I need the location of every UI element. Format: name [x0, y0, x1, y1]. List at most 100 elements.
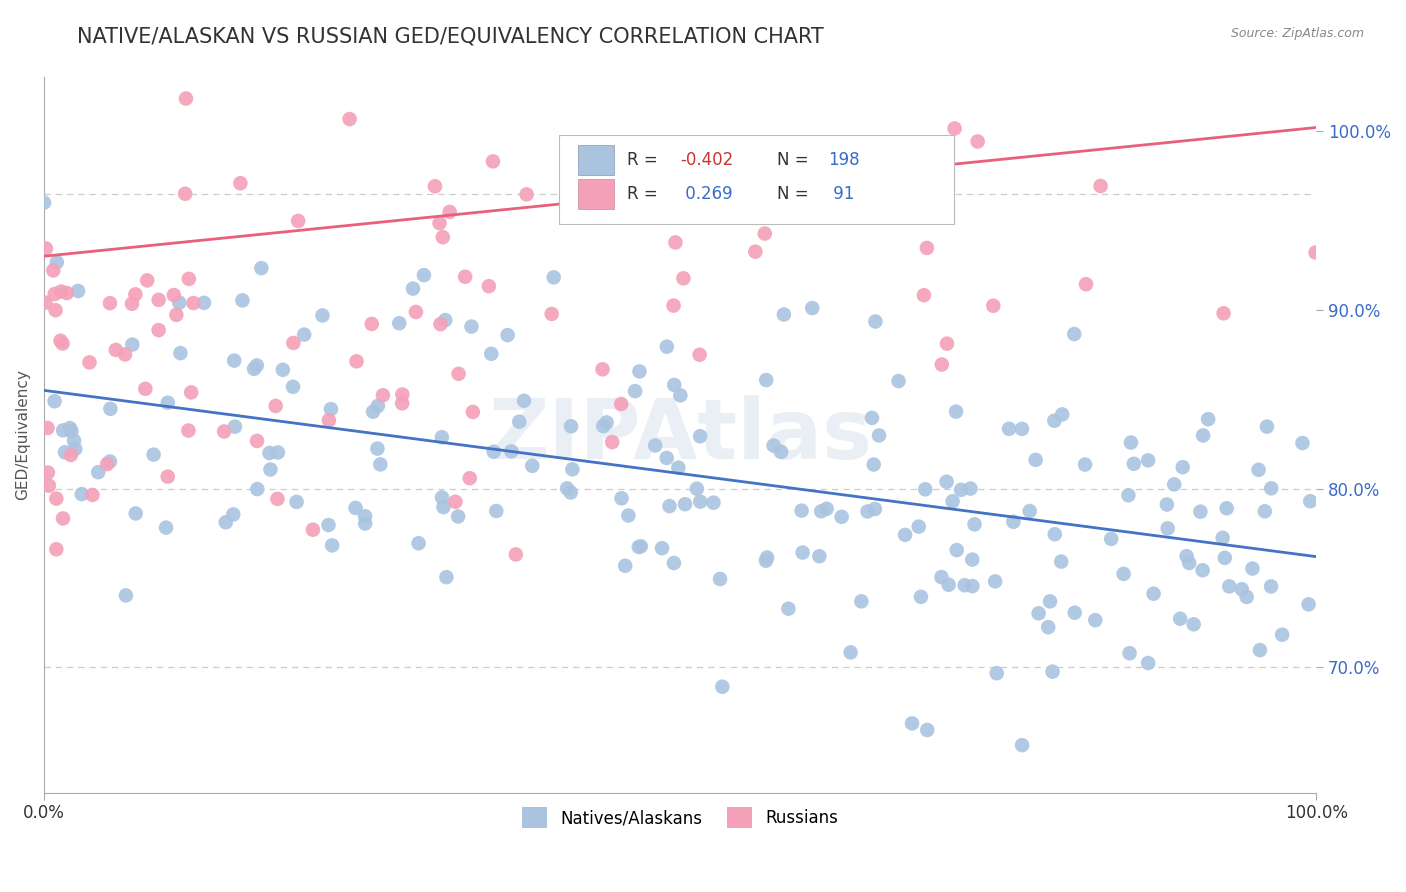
Point [815, 501, 838, 516]
Point [540, 307, 562, 321]
Point [673, 497, 696, 511]
Point [344, 500, 367, 515]
Text: N =: N = [776, 185, 814, 203]
Point [104, 343, 127, 357]
Point [259, 462, 281, 476]
Point [302, 523, 325, 537]
Point [610, 397, 633, 411]
Text: 0.269: 0.269 [681, 185, 733, 203]
Point [912, 288, 935, 302]
Point [522, 458, 544, 473]
Point [1305, 245, 1327, 260]
Point [367, 399, 389, 413]
Point [354, 516, 377, 531]
Point [848, 178, 870, 193]
Point [1189, 505, 1212, 519]
Text: R =: R = [627, 185, 662, 203]
Point [1213, 550, 1236, 565]
Point [321, 538, 343, 552]
Point [610, 491, 633, 506]
Point [59, 448, 82, 462]
Point [831, 509, 853, 524]
Point [361, 405, 384, 419]
Point [60, 424, 83, 438]
Point [318, 413, 340, 427]
Point [689, 494, 711, 508]
Point [121, 297, 143, 311]
Point [662, 299, 685, 313]
Point [945, 543, 967, 558]
Point [346, 354, 368, 368]
Point [630, 539, 652, 553]
Point [865, 314, 887, 328]
Bar [578, 179, 614, 209]
Point [744, 244, 766, 259]
Point [98, 454, 121, 468]
Point [212, 425, 235, 439]
Point [388, 316, 411, 330]
Point [177, 424, 200, 438]
Point [65, 442, 87, 456]
Point [292, 327, 315, 342]
Point [1236, 590, 1258, 604]
Point [436, 570, 458, 584]
Point [264, 399, 287, 413]
Point [42, 263, 65, 277]
Point [432, 230, 454, 244]
Text: ZIPAtlas: ZIPAtlas [488, 394, 872, 475]
Point [860, 410, 883, 425]
Point [689, 348, 711, 362]
Point [1260, 579, 1282, 593]
Point [513, 393, 536, 408]
Point [193, 295, 215, 310]
Point [560, 485, 582, 500]
Point [942, 494, 965, 508]
Point [79, 355, 101, 369]
Point [429, 216, 451, 230]
Point [672, 271, 695, 285]
Point [82, 488, 104, 502]
Point [1254, 504, 1277, 518]
Point [38, 478, 60, 492]
Point [984, 574, 1007, 589]
Point [1168, 612, 1191, 626]
Point [1241, 561, 1264, 575]
Point [894, 528, 917, 542]
Point [283, 335, 305, 350]
Point [458, 471, 481, 485]
Point [998, 422, 1021, 436]
Point [770, 445, 793, 459]
Point [1171, 460, 1194, 475]
Point [862, 458, 884, 472]
Point [644, 438, 666, 452]
Point [370, 458, 392, 472]
Point [44, 394, 66, 409]
Point [45, 255, 67, 269]
Point [246, 434, 269, 448]
Point [311, 309, 333, 323]
Point [762, 438, 785, 452]
Point [627, 540, 650, 554]
Point [114, 347, 136, 361]
Point [121, 337, 143, 351]
Point [1063, 606, 1085, 620]
Point [1197, 412, 1219, 426]
Point [1230, 582, 1253, 597]
Point [664, 235, 686, 250]
Point [59, 421, 82, 435]
Point [1218, 579, 1240, 593]
Point [259, 446, 281, 460]
Point [1118, 488, 1140, 502]
Point [1025, 453, 1047, 467]
Point [907, 519, 929, 533]
Point [430, 491, 453, 505]
Point [169, 346, 191, 360]
Point [52, 423, 75, 437]
Point [651, 541, 673, 556]
Point [434, 313, 457, 327]
Point [1215, 501, 1237, 516]
Point [45, 542, 67, 557]
Point [439, 205, 461, 219]
Point [1192, 428, 1215, 442]
Point [231, 293, 253, 308]
